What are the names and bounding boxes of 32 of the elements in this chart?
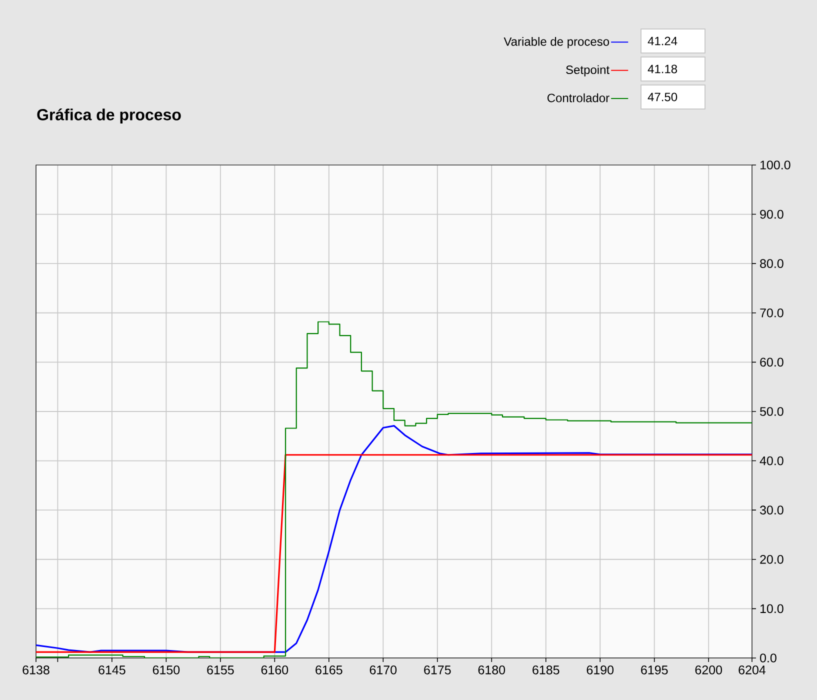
y-tick-label: 10.0 (760, 604, 784, 614)
y-tick-label: 60.0 (760, 358, 784, 367)
y-tick-label: 50.0 (760, 407, 784, 416)
x-tick-label: 6165 (316, 666, 342, 674)
text: 41.18 (648, 64, 678, 74)
y-tick-label: 80.0 (760, 259, 784, 268)
x-tick-label: 6160 (261, 666, 288, 674)
x-tick-label: 6150 (152, 666, 180, 674)
y-tick-label: 20.0 (760, 554, 784, 564)
legend-label: Setpoint (566, 65, 610, 76)
x-tick-label: 6170 (370, 666, 397, 674)
x-tick-label: 6180 (478, 666, 506, 674)
y-tick-label: 70.0 (760, 308, 784, 318)
y-tick-label: 100.0 (760, 160, 790, 170)
chart-title: Gráfica de proceso (37, 108, 181, 124)
text: 47.50 (648, 92, 678, 102)
x-tick-label: 6204 (738, 666, 766, 674)
x-tick-label: 6190 (586, 666, 614, 674)
x-tick-label: 6200 (695, 666, 722, 674)
y-tick-label: 90.0 (760, 210, 784, 219)
x-tick-label: 6145 (98, 666, 126, 674)
x-tick-label: 6175 (424, 666, 451, 674)
y-tick-label: 40.0 (760, 456, 784, 466)
x-tick-label: 6138 (22, 666, 50, 674)
y-tick-label: 0.0 (760, 654, 776, 662)
x-tick-label: 6185 (532, 666, 560, 674)
y-tick-label: 30.0 (760, 506, 784, 515)
x-tick-label: 6155 (207, 666, 234, 674)
text: 41.24 (648, 36, 678, 46)
x-tick-label: 6195 (641, 666, 668, 674)
legend-label: Variable de proceso (504, 37, 610, 48)
legend-label: Controlador (547, 93, 610, 102)
